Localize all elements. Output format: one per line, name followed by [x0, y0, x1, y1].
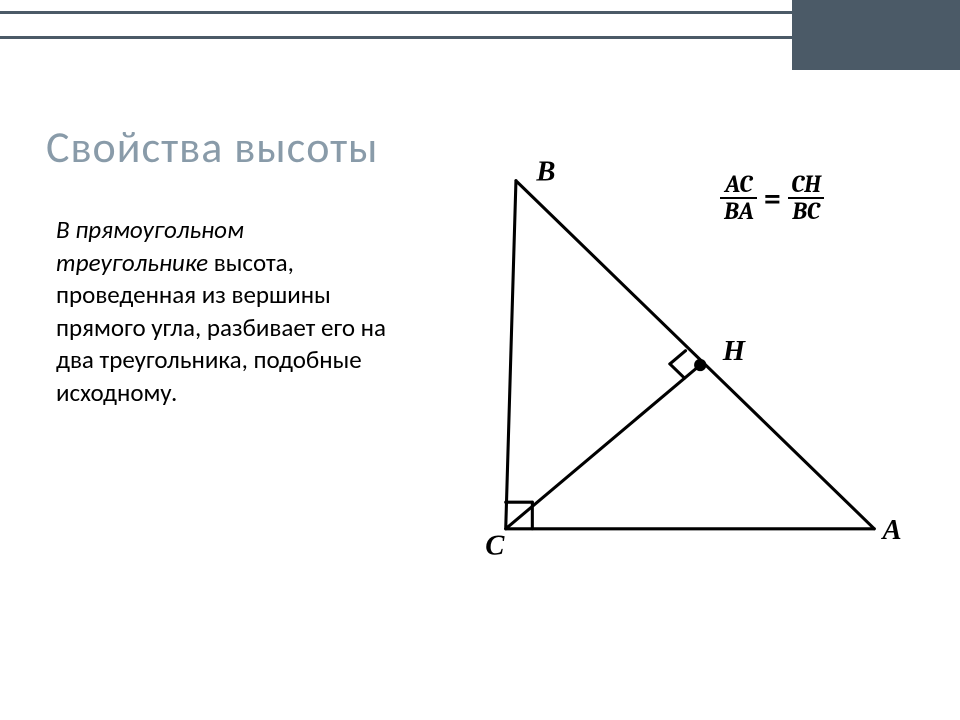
body-text: В прямоугольном треугольнике высота, про… — [56, 214, 401, 409]
svg-text:H: H — [722, 335, 747, 367]
triangle-diagram: B A C H — [450, 150, 930, 580]
slide-title: Свойства высоты — [46, 120, 378, 174]
svg-text:B: B — [535, 156, 555, 188]
slide: Свойства высоты В прямоугольном треуголь… — [0, 0, 960, 720]
header-accent-block — [792, 0, 960, 70]
svg-text:C: C — [485, 529, 505, 561]
svg-text:A: A — [880, 514, 901, 546]
